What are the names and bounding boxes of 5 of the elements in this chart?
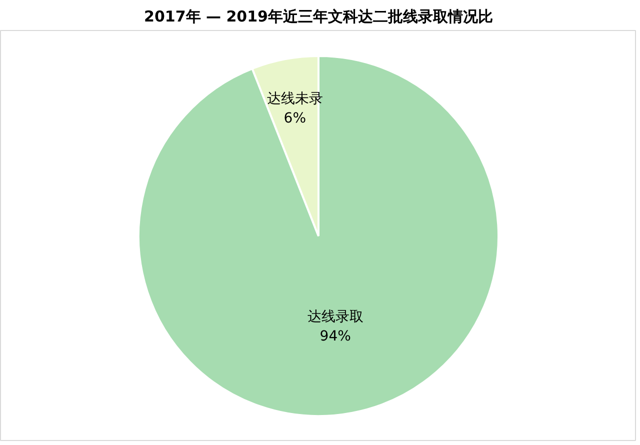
data-label: 6% [284, 110, 306, 126]
chart-title: 2017年 — 2019年近三年文科达二批线录取情况比 [144, 8, 493, 26]
data-label: 94% [320, 328, 351, 344]
slice-label: 达线未录 [266, 91, 323, 108]
slice-label: 达线录取 [307, 309, 364, 326]
